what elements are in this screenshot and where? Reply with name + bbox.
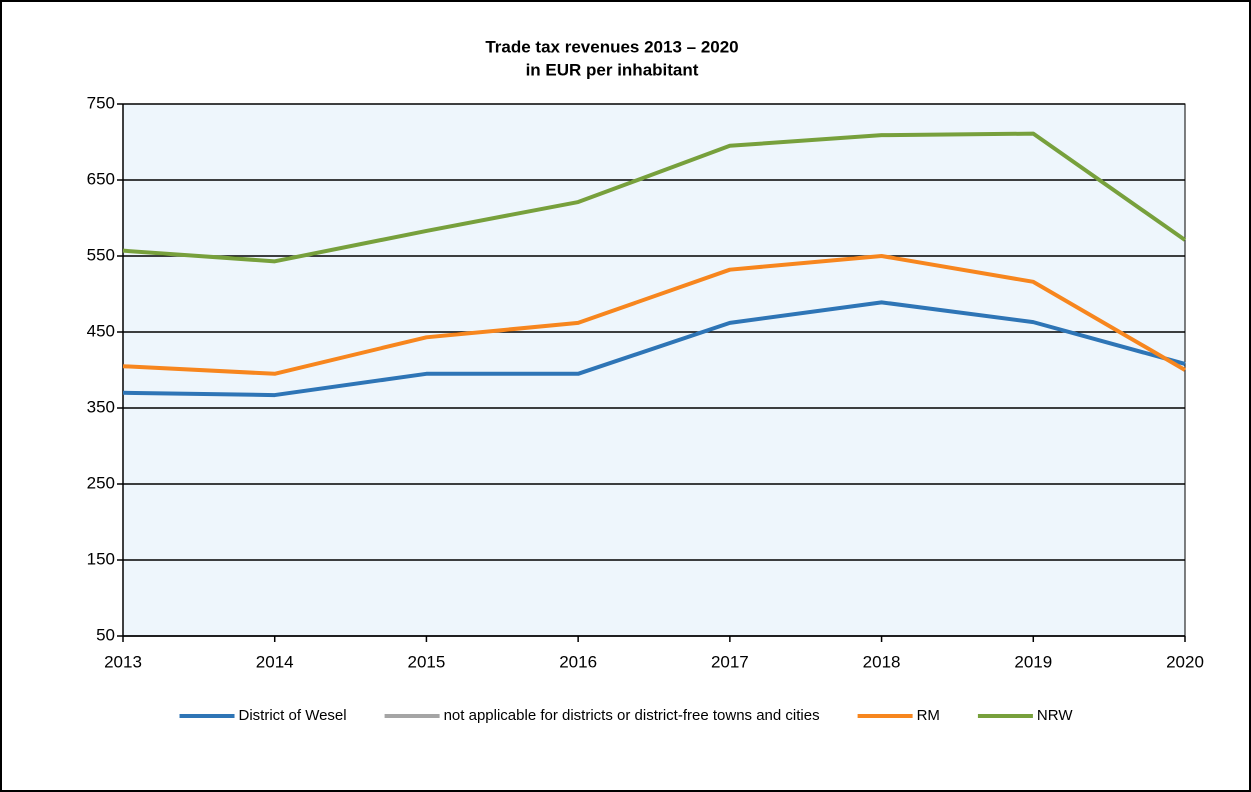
legend-label: District of Wesel (239, 707, 347, 724)
y-tick-label: 750 (87, 93, 115, 112)
y-tick-label: 550 (87, 245, 115, 264)
x-tick-label: 2020 (1166, 652, 1204, 671)
x-tick-label: 2018 (863, 652, 901, 671)
y-tick-label: 250 (87, 473, 115, 492)
y-tick-label: 150 (87, 549, 115, 568)
data-line (122, 131, 1187, 264)
x-tick-label: 2013 (104, 652, 142, 671)
chart-subtitle: in EUR per inhabitant (526, 60, 699, 79)
y-tick-label: 350 (87, 397, 115, 416)
y-tick-label: 50 (96, 625, 115, 644)
x-tick-label: 2017 (711, 652, 749, 671)
x-tick-label: 2015 (408, 652, 446, 671)
data-line (122, 300, 1186, 398)
y-tick-label: 650 (87, 169, 115, 188)
legend-label: RM (917, 707, 940, 724)
x-tick-label: 2014 (256, 652, 294, 671)
y-tick-label: 450 (87, 321, 115, 340)
plot-area (123, 104, 1185, 636)
chart-title: Trade tax revenues 2013 – 2020 (485, 37, 738, 56)
legend-label: not applicable for districts or district… (444, 707, 820, 724)
x-tick-label: 2019 (1014, 652, 1052, 671)
data-line (122, 254, 1187, 376)
x-tick-label: 2016 (559, 652, 597, 671)
legend-label: NRW (1037, 707, 1073, 724)
